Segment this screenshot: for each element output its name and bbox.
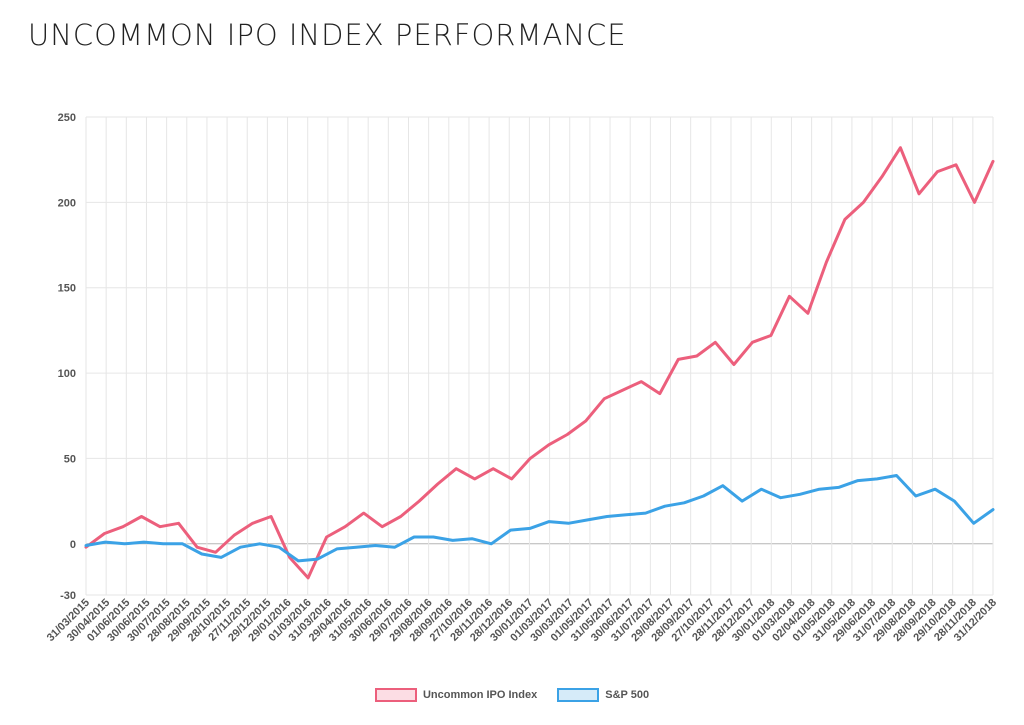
series-lines (84, 146, 995, 580)
series-line-sp500 (84, 474, 995, 563)
y-axis-ticks: 250 200 150 100 50 0 -30 (58, 112, 76, 602)
y-tick-label: 150 (58, 283, 76, 295)
legend-swatch-ipo (374, 688, 417, 702)
legend-label-ipo: Uncommon IPO Index (422, 689, 538, 701)
y-tick-label: 50 (64, 453, 76, 465)
page-title: UNCOMMON IPO INDEX PERFORMANCE (28, 18, 627, 52)
x-axis-ticks: 31/03/201530/04/201501/06/201530/06/2015… (45, 597, 999, 644)
y-tick-label: -30 (60, 590, 76, 602)
y-tick-label: 200 (58, 197, 76, 209)
legend-item-sp500[interactable]: S&P 500 (557, 688, 649, 702)
series-line-ipo-index (84, 146, 995, 580)
y-tick-label: 100 (58, 368, 76, 380)
legend-item-ipo[interactable]: Uncommon IPO Index (374, 688, 538, 702)
y-tick-label: 0 (70, 539, 76, 551)
grid-lines (85, 116, 994, 596)
legend-label-sp500: S&P 500 (605, 689, 650, 701)
line-chart: 250 200 150 100 50 0 -30 31/03/201530/04/20150… (45, 112, 999, 644)
legend: Uncommon IPO Index S&P 500 (0, 688, 1024, 702)
y-tick-label: 250 (58, 112, 76, 124)
legend-swatch-sp500 (557, 688, 600, 702)
